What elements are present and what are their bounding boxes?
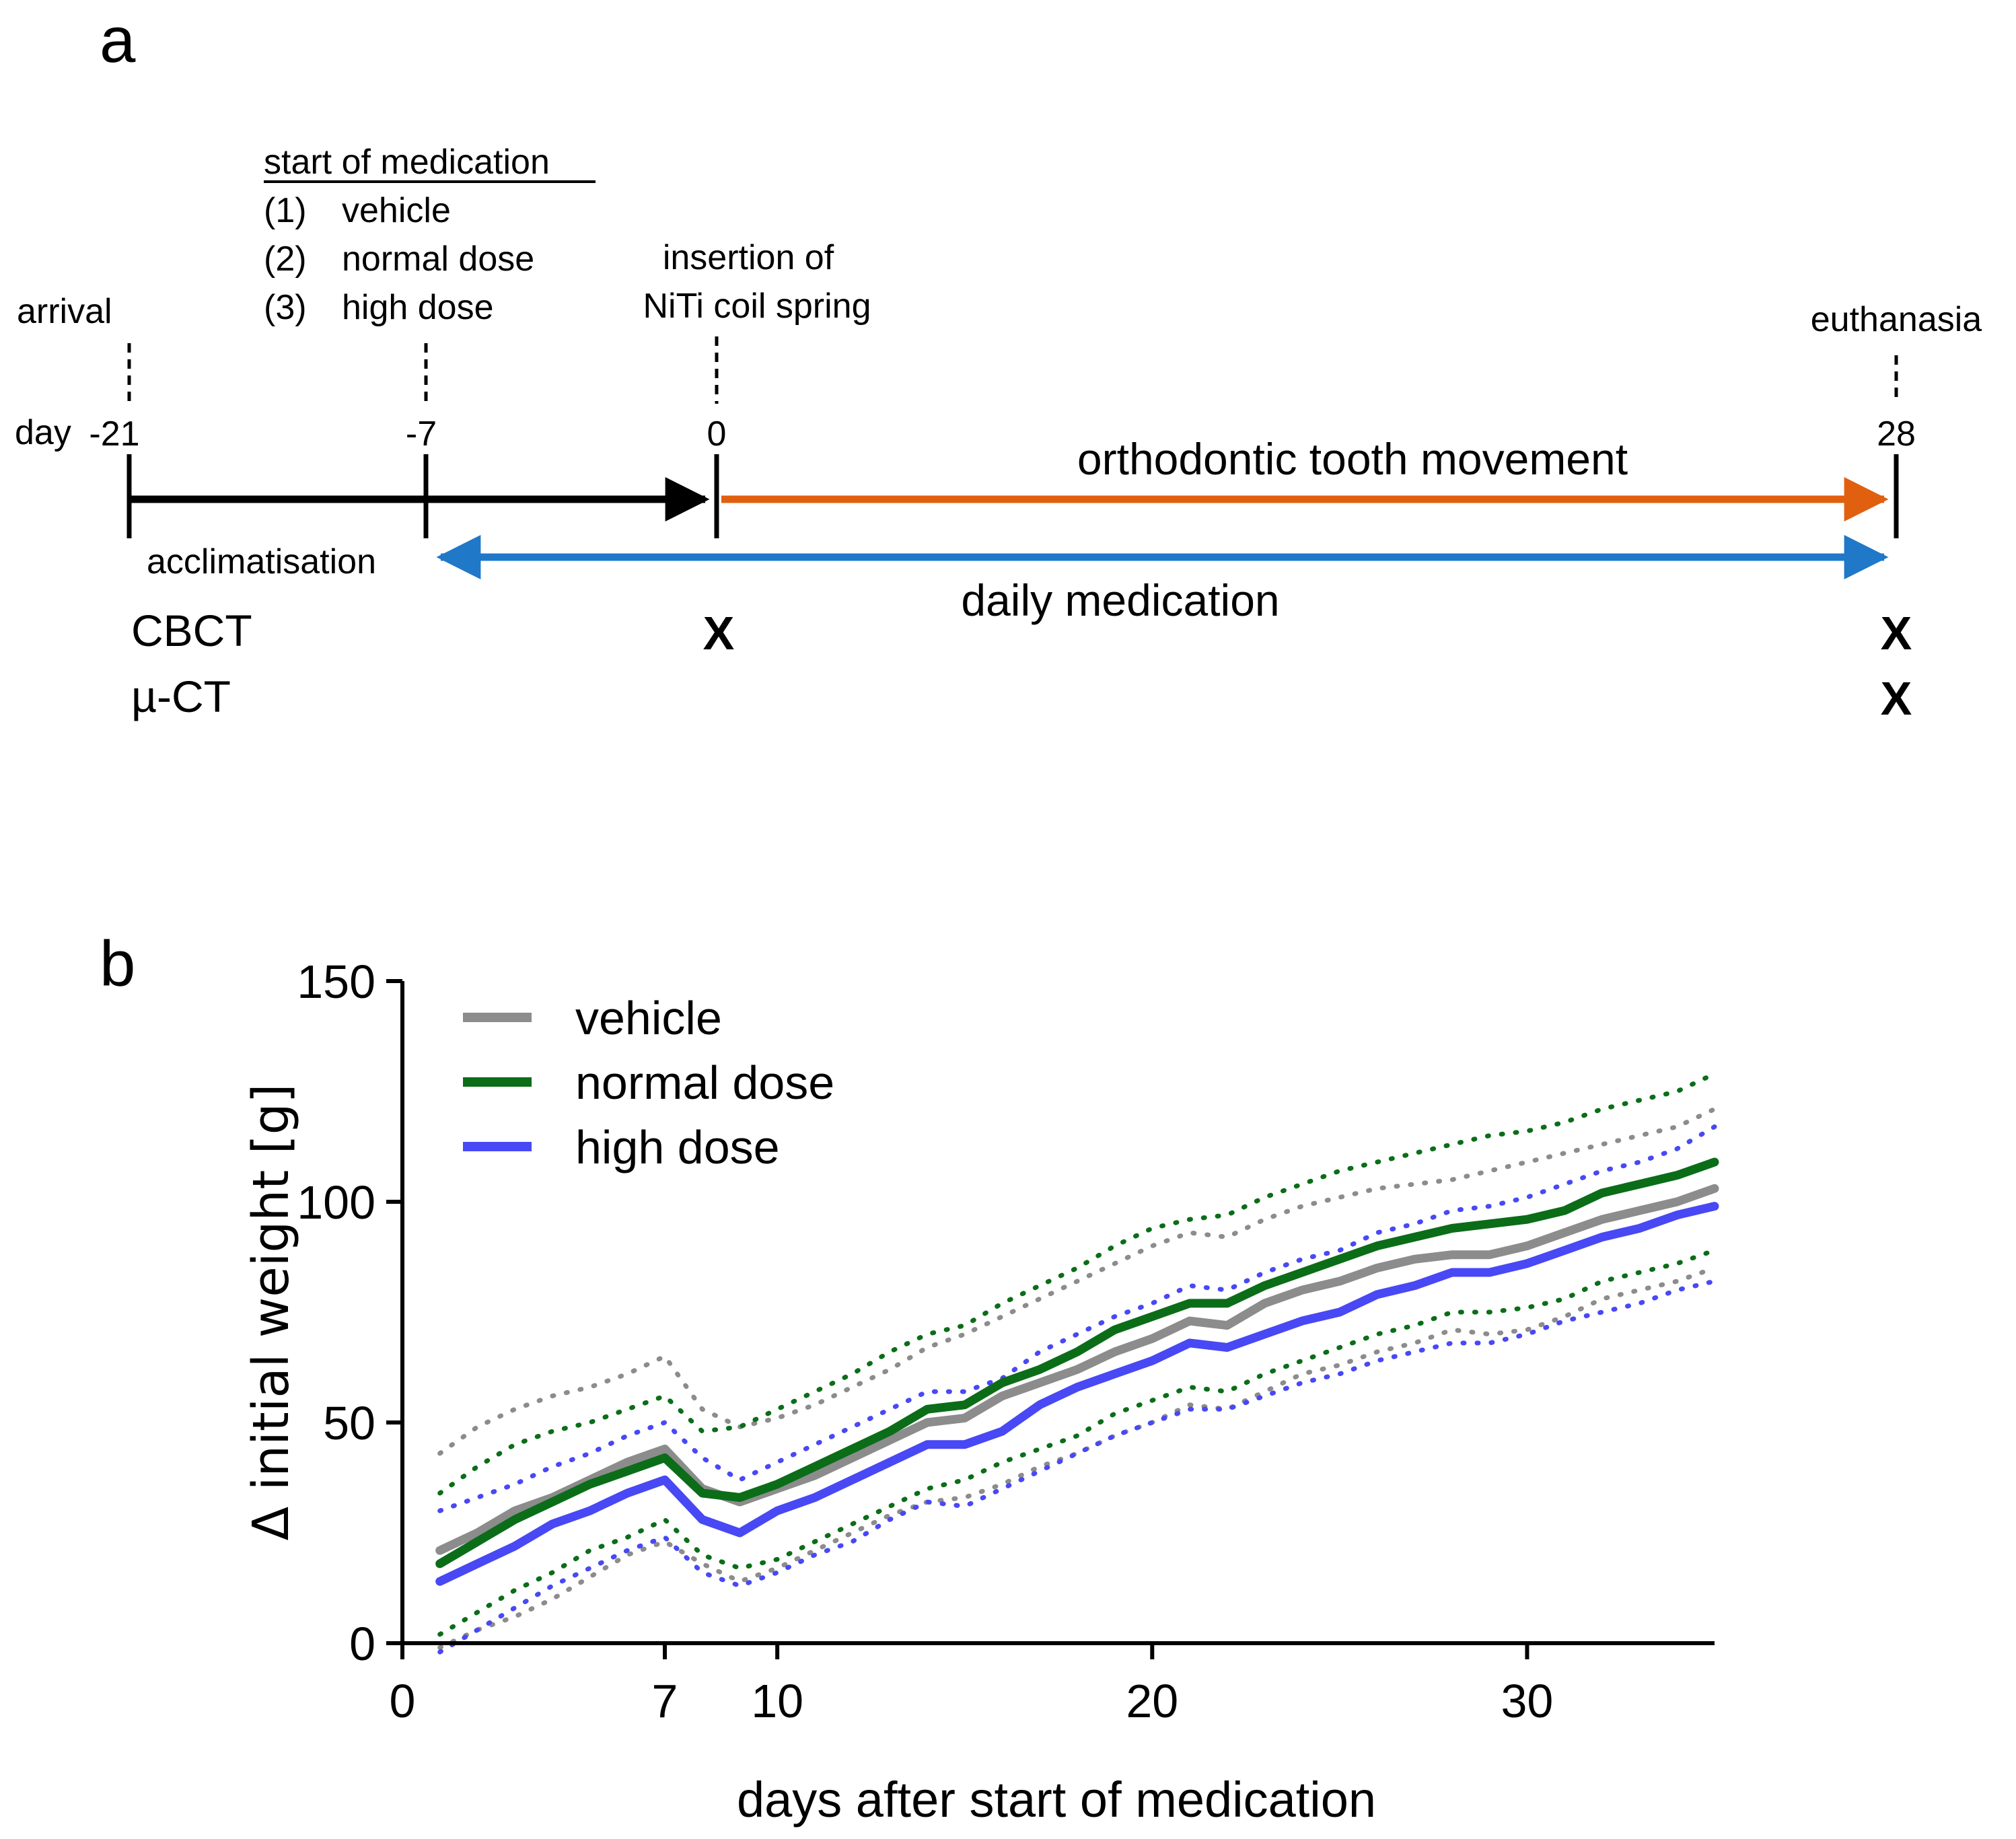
otm-label: orthodontic tooth movement <box>1077 434 1628 484</box>
event-euthanasia: euthanasia <box>1811 300 1982 339</box>
day-tick-minus21: -21 <box>89 414 139 454</box>
y-axis-ticks: 0 50 100 150 <box>297 955 402 1670</box>
band-upper-vehicle <box>437 1106 1717 1456</box>
panel-b: b 0 50 100 150 0 7 10 20 30 days after start of… <box>100 928 1719 1828</box>
medication-num-3: (3) <box>264 288 307 327</box>
x-tick-label: 0 <box>390 1675 416 1727</box>
y-tick-label: 100 <box>297 1176 375 1229</box>
event-arrival: arrival <box>17 292 112 331</box>
series-line-vehicle <box>435 1184 1719 1555</box>
band-lower-high-dose <box>437 1278 1717 1655</box>
band-upper-high-dose <box>437 1124 1717 1513</box>
chart-legend: vehicle normal dose high dose <box>463 992 834 1174</box>
band-upper-normal-dose <box>437 1071 1717 1496</box>
panel-a: a start of medication (1) vehicle (2) no… <box>15 4 1982 725</box>
panel-a-letter: a <box>100 4 136 76</box>
cbct-label: CBCT <box>131 606 252 655</box>
cbct-mark-day0: X <box>703 607 735 659</box>
chart-confidence-bands <box>437 1071 1717 1655</box>
legend-label-high-dose: high dose <box>575 1121 780 1174</box>
medication-heading: start of medication <box>264 143 550 182</box>
band-lower-normal-dose <box>437 1248 1717 1637</box>
daily-medication-label: daily medication <box>961 575 1279 625</box>
day-tick-minus7: -7 <box>406 414 437 454</box>
legend-label-vehicle: vehicle <box>575 992 722 1044</box>
x-tick-label: 7 <box>652 1675 678 1727</box>
acclimatisation-label: acclimatisation <box>147 542 376 581</box>
muct-label: µ-CT <box>131 672 231 721</box>
cbct-mark-day28: X <box>1881 607 1912 659</box>
day-prefix: day <box>15 413 71 452</box>
chart-series-lines <box>435 1157 1719 1586</box>
medication-label-high-dose: high dose <box>342 288 494 327</box>
y-tick-label: 0 <box>349 1618 375 1670</box>
y-tick-label: 150 <box>297 955 375 1008</box>
y-tick-label: 50 <box>323 1397 375 1449</box>
day-tick-0: 0 <box>707 414 727 454</box>
series-line-normal-dose <box>435 1157 1719 1568</box>
series-line-high-dose <box>435 1202 1719 1586</box>
x-tick-label: 20 <box>1126 1675 1178 1727</box>
event-insertion-line2: NiTi coil spring <box>643 287 871 326</box>
x-tick-label: 30 <box>1501 1675 1553 1727</box>
medication-num-1: (1) <box>264 191 307 230</box>
event-insertion-line1: insertion of <box>663 238 834 277</box>
medication-label-normal-dose: normal dose <box>342 240 534 279</box>
legend-label-normal-dose: normal dose <box>575 1056 834 1109</box>
y-axis-title: Δ initial weight [g] <box>242 1084 300 1541</box>
muct-mark-day28: X <box>1881 672 1912 725</box>
medication-label-vehicle: vehicle <box>342 191 451 230</box>
panel-b-letter: b <box>100 928 135 1000</box>
x-axis-title: days after start of medication <box>737 1772 1376 1828</box>
band-lower-vehicle <box>437 1265 1717 1651</box>
x-tick-label: 10 <box>751 1675 803 1727</box>
medication-num-2: (2) <box>264 240 307 279</box>
x-axis-ticks: 0 7 10 20 30 <box>390 1643 1553 1727</box>
day-tick-28: 28 <box>1877 414 1916 454</box>
